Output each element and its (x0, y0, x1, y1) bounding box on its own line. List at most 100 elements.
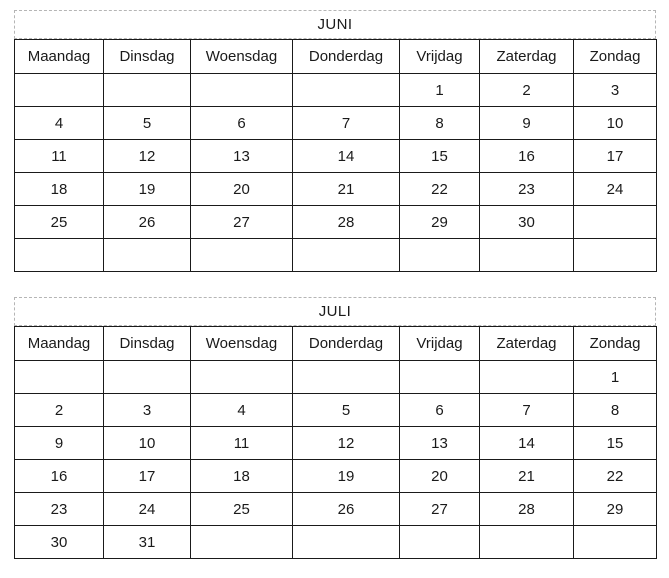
week-row: 11 12 13 14 15 16 17 (14, 139, 657, 173)
day-cell[interactable] (14, 73, 104, 107)
day-cell[interactable] (399, 360, 480, 394)
day-cell[interactable] (292, 360, 400, 394)
day-cell[interactable]: 25 (190, 492, 293, 526)
week-row: 30 31 (14, 525, 657, 559)
day-cell[interactable] (399, 525, 480, 559)
day-cell[interactable]: 27 (190, 205, 293, 239)
weekday-header-vrijdag: Vrijdag (399, 39, 480, 74)
day-cell[interactable]: 6 (190, 106, 293, 140)
day-cell[interactable]: 15 (573, 426, 657, 460)
day-cell[interactable]: 11 (14, 139, 104, 173)
week-row (14, 238, 657, 272)
day-cell[interactable] (103, 73, 191, 107)
day-cell[interactable] (14, 238, 104, 272)
week-row: 4 5 6 7 8 9 10 (14, 106, 657, 140)
day-cell[interactable] (292, 238, 400, 272)
day-cell[interactable] (479, 238, 574, 272)
day-cell[interactable]: 19 (292, 459, 400, 493)
day-cell[interactable] (479, 525, 574, 559)
day-cell[interactable]: 21 (292, 172, 400, 206)
day-cell[interactable]: 8 (573, 393, 657, 427)
day-cell[interactable] (573, 205, 657, 239)
day-cell[interactable]: 10 (573, 106, 657, 140)
day-cell[interactable]: 18 (190, 459, 293, 493)
week-row: 1 2 3 (14, 73, 657, 107)
day-cell[interactable]: 13 (190, 139, 293, 173)
day-cell[interactable]: 20 (399, 459, 480, 493)
day-cell[interactable]: 5 (103, 106, 191, 140)
day-cell[interactable]: 30 (14, 525, 104, 559)
day-cell[interactable]: 25 (14, 205, 104, 239)
day-cell[interactable]: 27 (399, 492, 480, 526)
day-cell[interactable]: 2 (479, 73, 574, 107)
day-cell[interactable]: 7 (292, 106, 400, 140)
day-cell[interactable]: 23 (14, 492, 104, 526)
day-cell[interactable] (190, 238, 293, 272)
day-cell[interactable]: 12 (103, 139, 191, 173)
day-cell[interactable] (103, 238, 191, 272)
day-cell[interactable] (190, 73, 293, 107)
day-cell[interactable]: 31 (103, 525, 191, 559)
day-cell[interactable]: 11 (190, 426, 293, 460)
day-cell[interactable] (190, 360, 293, 394)
day-cell[interactable]: 14 (292, 139, 400, 173)
calendar-table-juni: Maandag Dinsdag Woensdag Donderdag Vrijd… (14, 39, 657, 272)
week-row: 9 10 11 12 13 14 15 (14, 426, 657, 460)
weekday-header-woensdag: Woensdag (190, 326, 293, 361)
day-cell[interactable]: 16 (14, 459, 104, 493)
day-cell[interactable]: 26 (103, 205, 191, 239)
day-cell[interactable]: 17 (573, 139, 657, 173)
calendar-body-juni: 1 2 3 4 5 6 7 8 9 10 11 12 13 14 (14, 73, 657, 272)
day-cell[interactable]: 17 (103, 459, 191, 493)
week-row: 23 24 25 26 27 28 29 (14, 492, 657, 526)
day-cell[interactable] (479, 360, 574, 394)
day-cell[interactable]: 28 (479, 492, 574, 526)
day-cell[interactable]: 26 (292, 492, 400, 526)
day-cell[interactable]: 13 (399, 426, 480, 460)
month-block-juli: JULI Maandag Dinsdag Woensdag Donderdag … (14, 297, 657, 559)
day-cell[interactable]: 23 (479, 172, 574, 206)
day-cell[interactable]: 6 (399, 393, 480, 427)
weekday-header-maandag: Maandag (14, 326, 104, 361)
day-cell[interactable]: 29 (573, 492, 657, 526)
day-cell[interactable]: 24 (103, 492, 191, 526)
day-cell[interactable]: 22 (573, 459, 657, 493)
day-cell[interactable]: 12 (292, 426, 400, 460)
day-cell[interactable] (399, 238, 480, 272)
day-cell[interactable] (14, 360, 104, 394)
day-cell[interactable]: 9 (479, 106, 574, 140)
week-row: 1 (14, 360, 657, 394)
day-cell[interactable]: 1 (573, 360, 657, 394)
day-cell[interactable]: 9 (14, 426, 104, 460)
day-cell[interactable]: 3 (573, 73, 657, 107)
day-cell[interactable]: 19 (103, 172, 191, 206)
day-cell[interactable]: 8 (399, 106, 480, 140)
day-cell[interactable]: 18 (14, 172, 104, 206)
day-cell[interactable]: 10 (103, 426, 191, 460)
day-cell[interactable]: 2 (14, 393, 104, 427)
day-cell[interactable]: 4 (14, 106, 104, 140)
day-cell[interactable]: 14 (479, 426, 574, 460)
day-cell[interactable]: 20 (190, 172, 293, 206)
day-cell[interactable] (292, 73, 400, 107)
day-cell[interactable]: 30 (479, 205, 574, 239)
day-cell[interactable] (103, 360, 191, 394)
day-cell[interactable]: 3 (103, 393, 191, 427)
day-cell[interactable]: 16 (479, 139, 574, 173)
day-cell[interactable]: 5 (292, 393, 400, 427)
day-cell[interactable] (573, 525, 657, 559)
day-cell[interactable]: 4 (190, 393, 293, 427)
day-cell[interactable]: 22 (399, 172, 480, 206)
week-row: 18 19 20 21 22 23 24 (14, 172, 657, 206)
day-cell[interactable]: 21 (479, 459, 574, 493)
day-cell[interactable] (292, 525, 400, 559)
day-cell[interactable]: 24 (573, 172, 657, 206)
day-cell[interactable]: 28 (292, 205, 400, 239)
day-cell[interactable]: 1 (399, 73, 480, 107)
day-cell[interactable]: 7 (479, 393, 574, 427)
day-cell[interactable]: 29 (399, 205, 480, 239)
day-cell[interactable]: 15 (399, 139, 480, 173)
day-cell[interactable] (190, 525, 293, 559)
day-cell[interactable] (573, 238, 657, 272)
